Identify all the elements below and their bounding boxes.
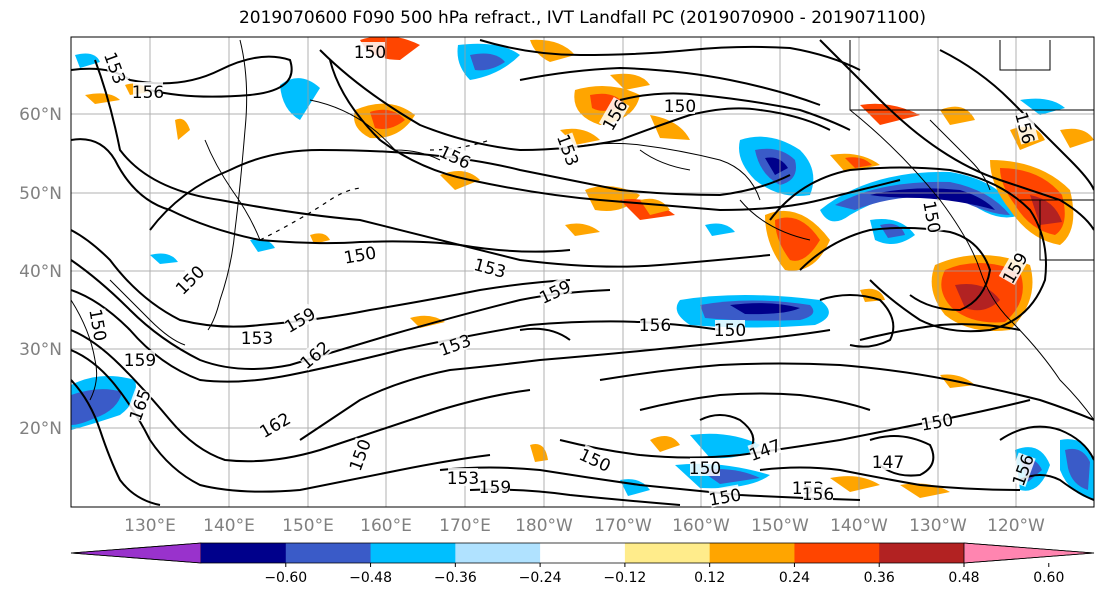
contour-label-bg — [345, 437, 373, 472]
colorbar-bin — [540, 543, 626, 563]
contour-label: 150 — [664, 97, 696, 117]
coastlines — [71, 39, 1094, 421]
contour-label: 153 — [241, 329, 273, 349]
contour-label-bg — [125, 350, 155, 368]
contour-label-bg — [125, 387, 153, 422]
colorbar-extend-high — [963, 542, 1095, 564]
colorbar-tick-label: −0.48 — [349, 570, 392, 586]
lat-label: 20°N — [19, 419, 62, 439]
lon-label: 130°E — [124, 516, 176, 536]
contour-label-bg — [1008, 452, 1036, 487]
colorbar-bin — [879, 543, 965, 563]
lon-label: 150°W — [751, 516, 809, 536]
lon-label: 120°W — [987, 516, 1045, 536]
contour-label-bg — [242, 328, 272, 346]
colorbar-tick-label: −0.24 — [519, 570, 562, 586]
contour-label-bg — [355, 42, 385, 60]
lon-label: 130°W — [909, 516, 967, 536]
contour-label-bg — [1013, 110, 1039, 145]
refractivity-contours — [71, 39, 1094, 506]
graticule — [71, 37, 1094, 507]
lon-label: 150°E — [282, 516, 334, 536]
contour-label: 159 — [124, 351, 156, 371]
colorbar-bin — [624, 543, 711, 563]
contour-label-bg — [920, 409, 954, 433]
colorbar-bin — [455, 543, 541, 563]
contour-label: 156 — [132, 83, 164, 103]
colorbar-bin — [794, 543, 880, 563]
map-panel — [71, 37, 1094, 507]
colorbar-tick-label: −0.36 — [434, 570, 477, 586]
colorbar: −0.60 −0.48 −0.36 −0.24 −0.12 0.12 0.24 0.36 0.4… — [70, 542, 1095, 586]
colorbar-bin — [201, 543, 287, 563]
colorbar-tick-label: 0.36 — [864, 570, 895, 586]
contour-label-bg — [747, 435, 782, 463]
colorbar-tick-label: 0.60 — [1033, 570, 1064, 586]
colorbar-bin — [709, 543, 795, 563]
colorbar-tick-label: 0.12 — [694, 570, 725, 586]
contour-label-bg — [172, 262, 207, 297]
lon-label: 180°W — [515, 516, 573, 536]
contour-label-bg — [438, 141, 473, 171]
contour-label: 159 — [479, 478, 511, 498]
colorbar-extend-low — [70, 542, 202, 564]
colorbar-bin — [370, 543, 456, 563]
map-title: 2019070600 F090 500 hPa refract., IVT La… — [238, 8, 926, 28]
contour-label-bg — [708, 484, 742, 508]
contour-label-bg — [102, 50, 130, 85]
contour-label-bg — [87, 308, 111, 342]
colorbar-tick-label: 0.48 — [948, 570, 979, 586]
contour-label: 150 — [354, 43, 386, 63]
contour-label-bg — [448, 468, 478, 486]
longitude-axis: 130°E 140°E 150°E 160°E 170°E 180°W 170°… — [124, 516, 1045, 536]
contour-label-bg — [133, 82, 163, 100]
colorbar-tick-label: 0.24 — [779, 570, 810, 586]
contour-label: 153 — [447, 469, 479, 489]
colorbar-bin — [285, 543, 372, 563]
lon-label: 160°W — [672, 516, 730, 536]
lat-label: 30°N — [19, 340, 62, 360]
colorbar-outline — [70, 542, 1095, 564]
lon-label: 170°W — [594, 516, 652, 536]
lon-label: 170°E — [439, 516, 491, 536]
latitude-axis: 60°N 50°N 40°N 30°N 20°N — [19, 105, 62, 439]
lat-label: 40°N — [19, 262, 62, 282]
contour-label-bg — [282, 303, 317, 335]
lat-label: 50°N — [19, 184, 62, 204]
contour-label-bg — [343, 242, 377, 266]
contour-label: 150 — [714, 321, 746, 341]
contour-label: 147 — [872, 453, 904, 473]
contour-label-bg — [715, 320, 745, 338]
contour-label-bg — [803, 484, 833, 502]
contour-label-bg — [480, 477, 510, 495]
contour-label: 150 — [689, 459, 721, 479]
map-border — [70, 36, 1095, 508]
contour-label-bg — [297, 337, 332, 371]
contour-label-bg — [578, 444, 613, 474]
contour-label: 156 — [802, 485, 834, 505]
contour-label-bg — [998, 250, 1030, 285]
lon-label: 160°E — [360, 516, 412, 536]
lat-label: 60°N — [19, 105, 62, 125]
colorbar-tick-label: −0.60 — [264, 570, 307, 586]
dateline — [259, 139, 491, 241]
contour-label: 156 — [639, 316, 671, 336]
contour-label-bg — [437, 330, 472, 358]
lon-label: 140°E — [203, 516, 255, 536]
contour-label-bg — [598, 97, 630, 132]
contour-label-bg — [640, 315, 670, 333]
contour-label-bg — [555, 132, 583, 167]
colorbar-tick-label: −0.12 — [603, 570, 646, 586]
contour-label-bg — [665, 96, 695, 114]
contour-label-bg — [473, 254, 508, 280]
contour-label-bg — [921, 200, 945, 234]
contour-label-bg — [873, 452, 903, 470]
contour-label-bg — [690, 458, 720, 476]
contour-label-bg — [537, 276, 572, 306]
lon-label: 140°W — [830, 516, 888, 536]
contour-label-bg — [257, 408, 292, 440]
